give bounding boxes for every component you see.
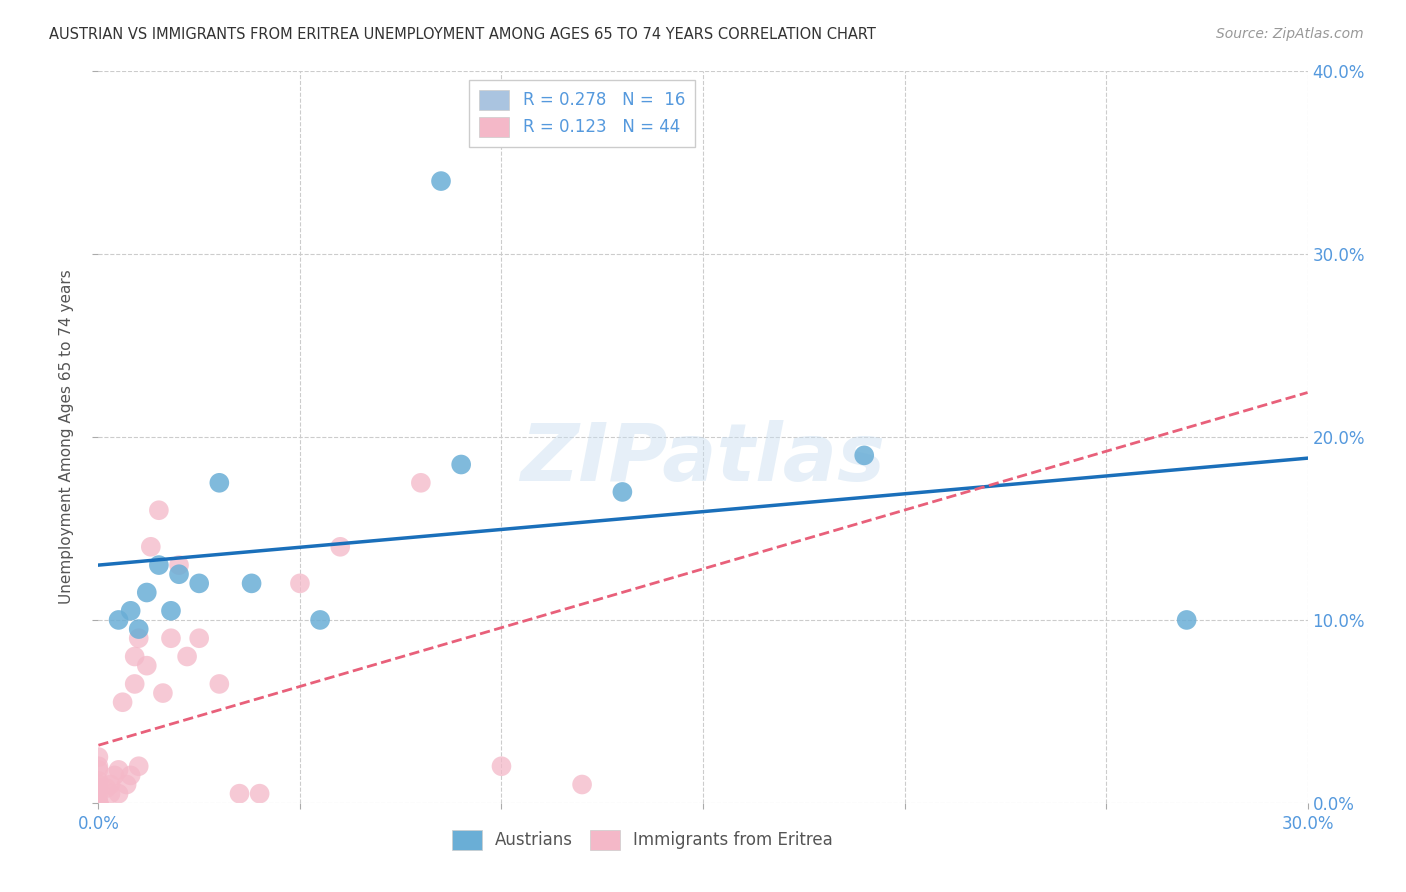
Point <box>87 787 110 801</box>
Point <box>128 759 150 773</box>
Point <box>188 576 211 591</box>
Point <box>228 787 250 801</box>
Point <box>135 585 157 599</box>
Point <box>87 796 110 810</box>
Point <box>107 763 129 777</box>
Point <box>107 613 129 627</box>
Point <box>571 778 593 792</box>
Point <box>87 781 110 796</box>
Point <box>87 796 110 810</box>
Point <box>135 658 157 673</box>
Point <box>87 773 110 788</box>
Point <box>87 796 110 810</box>
Point <box>450 458 472 472</box>
Point <box>128 622 150 636</box>
Point <box>124 649 146 664</box>
Point <box>288 576 311 591</box>
Point <box>240 576 263 591</box>
Text: AUSTRIAN VS IMMIGRANTS FROM ERITREA UNEMPLOYMENT AMONG AGES 65 TO 74 YEARS CORRE: AUSTRIAN VS IMMIGRANTS FROM ERITREA UNEM… <box>49 27 876 42</box>
Point <box>309 613 332 627</box>
Point <box>853 448 876 462</box>
Point <box>612 485 634 500</box>
Point <box>120 768 142 782</box>
Point <box>124 677 146 691</box>
Point <box>87 796 110 810</box>
Text: ZIPatlas: ZIPatlas <box>520 420 886 498</box>
Point <box>430 174 453 188</box>
Point <box>87 759 110 773</box>
Text: Source: ZipAtlas.com: Source: ZipAtlas.com <box>1216 27 1364 41</box>
Point <box>491 759 513 773</box>
Point <box>139 540 162 554</box>
Point <box>87 763 110 777</box>
Point <box>329 540 352 554</box>
Point <box>87 778 110 792</box>
Point <box>167 567 190 582</box>
Point <box>87 796 110 810</box>
Point <box>160 632 183 646</box>
Point <box>115 778 138 792</box>
Point <box>1175 613 1198 627</box>
Point <box>87 796 110 810</box>
Y-axis label: Unemployment Among Ages 65 to 74 years: Unemployment Among Ages 65 to 74 years <box>59 269 75 605</box>
Point <box>96 781 118 796</box>
Point <box>208 677 231 691</box>
Point <box>87 750 110 764</box>
Point <box>87 796 110 810</box>
Point <box>107 787 129 801</box>
Point <box>167 558 190 573</box>
Point <box>103 768 125 782</box>
Point <box>188 632 211 646</box>
Point <box>100 787 122 801</box>
Point <box>148 558 170 573</box>
Point <box>176 649 198 664</box>
Point <box>120 604 142 618</box>
Point <box>249 787 271 801</box>
Point <box>87 796 110 810</box>
Point <box>111 695 134 709</box>
Legend: Austrians, Immigrants from Eritrea: Austrians, Immigrants from Eritrea <box>446 823 839 856</box>
Point <box>208 475 231 490</box>
Point <box>100 778 122 792</box>
Point <box>148 503 170 517</box>
Point <box>152 686 174 700</box>
Point <box>128 632 150 646</box>
Point <box>409 475 432 490</box>
Point <box>160 604 183 618</box>
